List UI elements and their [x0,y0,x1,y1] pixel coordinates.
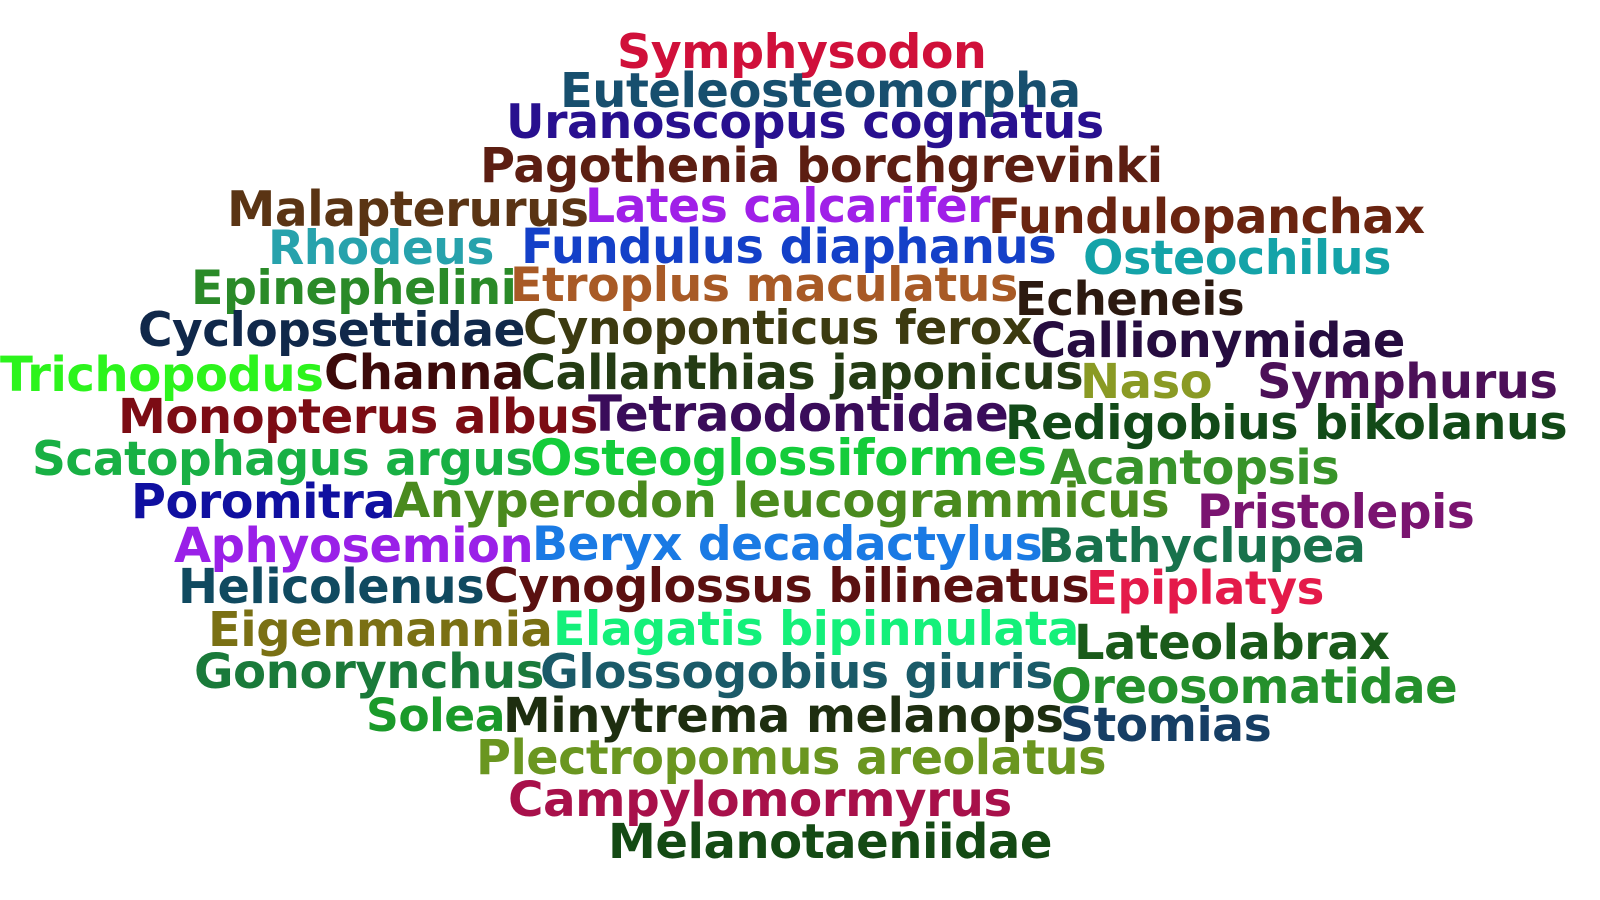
word-oreosomatidae: Oreosomatidae [1051,658,1458,715]
word-bathyclupea: Bathyclupea [1038,518,1366,574]
word-pristolepis: Pristolepis [1197,485,1475,541]
word-cyclopsettidae: Cyclopsettidae [138,303,525,359]
word-anyperodon-leucogrammicus: Anyperodon leucogrammicus [393,473,1170,530]
word-tetraodontidae: Tetraodontidae [588,385,1009,444]
word-stomias: Stomias [1060,698,1272,754]
word-symphysodon: Symphysodon [617,24,987,80]
word-acantopsis: Acantopsis [1050,440,1340,496]
word-echeneis: Echeneis [1015,272,1245,327]
word-scatophagus-argus: Scatophagus argus [32,432,533,488]
word-gonorynchus: Gonorynchus [194,644,544,701]
word-minytrema-melanops: Minytrema melanops [503,687,1064,744]
word-redigobius-bikolanus: Redigobius bikolanus [1005,395,1568,451]
word-aphyosemion: Aphyosemion [174,517,534,574]
word-poromitra: Poromitra [131,474,396,530]
word-etroplus-maculatus: Etroplus maculatus [510,257,1018,313]
word-glossogobius-giuris: Glossogobius giuris [540,645,1053,701]
word-campylomormyrus: Campylomormyrus [508,772,1012,829]
word-cynoponticus-ferox: Cynoponticus ferox [523,300,1033,356]
word-monopterus-albus: Monopterus albus [118,388,598,445]
word-callionymidae: Callionymidae [1031,313,1405,369]
word-naso: Naso [1080,353,1213,410]
word-beryx-decadactylus: Beryx decadactylus [532,517,1043,573]
word-elagatis-bipinnulata: Elagatis bipinnulata [553,601,1079,657]
word-fundulopanchax: Fundulopanchax [988,188,1425,245]
word-rhodeus: Rhodeus [268,221,494,277]
word-trichopodus: Trichopodus [0,347,324,404]
word-plectropomus-areolatus: Plectropomus areolatus [476,730,1106,786]
word-osteoglossiformes: Osteoglossiformes [530,428,1047,487]
word-uranoscopus-cognatus: Uranoscopus cognatus [506,94,1104,150]
word-malapterurus: Malapterurus [227,182,589,239]
word-solea: Solea [366,689,505,743]
word-cynoglossus-bilineatus: Cynoglossus bilineatus [484,558,1090,614]
word-lateolabrax: Lateolabrax [1074,615,1390,671]
word-euteleosteomorpha: Euteleosteomorpha [560,62,1081,119]
word-epinephelini: Epinephelini [191,260,517,316]
word-channa: Channa [324,345,524,402]
word-epiplatys: Epiplatys [1086,560,1324,615]
word-osteochilus: Osteochilus [1083,230,1391,286]
word-helicolenus: Helicolenus [178,559,485,615]
word-lates-calcarifer: Lates calcarifer [585,179,991,235]
word-fundulus-diaphanus: Fundulus diaphanus [521,218,1057,275]
word-eigenmannia: Eigenmannia [208,601,553,658]
word-callanthias-japonicus: Callanthias japonicus [521,345,1084,401]
word-symphurus: Symphurus [1257,353,1558,410]
word-melanotaeniidae: Melanotaeniidae [608,814,1052,871]
word-pagothenia-borchgrevinki: Pagothenia borchgrevinki [480,138,1163,194]
